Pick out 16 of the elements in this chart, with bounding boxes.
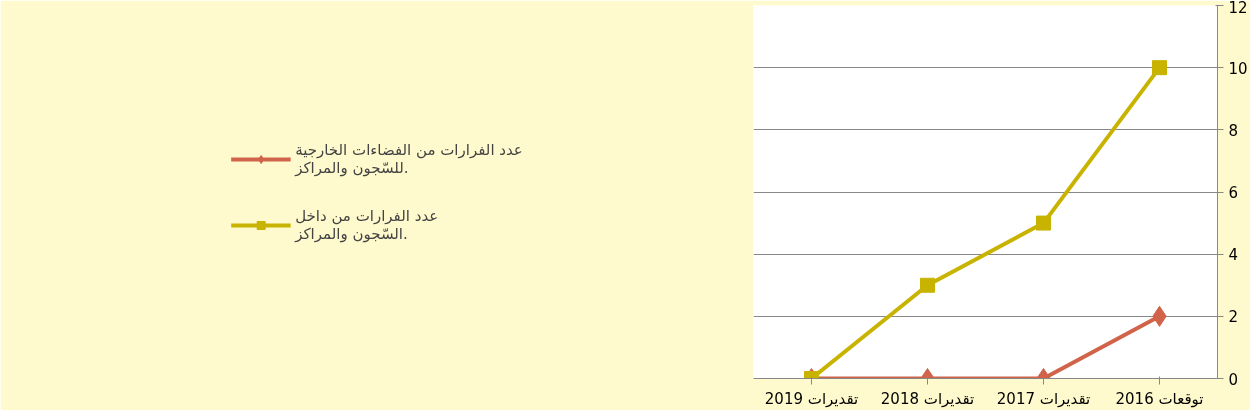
x-tick-label: تقديرات 2019 [764, 389, 859, 408]
y-tick-label: 10 [1228, 59, 1248, 78]
y-tick-label: 4 [1228, 246, 1239, 265]
legend-label: عدد الفرارات من الفضاءات الخارجية للسّجون والمراكز. [295, 140, 523, 177]
point [1152, 60, 1167, 76]
x-tick-label: توقعات 2016 [1115, 389, 1204, 408]
x-tick-label: تقديرات 2018 [880, 389, 975, 408]
y-tick-label: 12 [1228, 0, 1248, 17]
legend-label: عدد الفرارات من داخل السّجون والمراكز. [295, 206, 440, 243]
y-tick-label: 8 [1228, 121, 1239, 140]
x-tick-label: تقديرات 2017 [996, 389, 1091, 408]
y-tick-label: 6 [1228, 184, 1239, 202]
y-tick-label: 2 [1228, 308, 1239, 327]
y-tick-label: 0 [1228, 370, 1239, 389]
point [1036, 215, 1051, 231]
point [920, 277, 935, 293]
